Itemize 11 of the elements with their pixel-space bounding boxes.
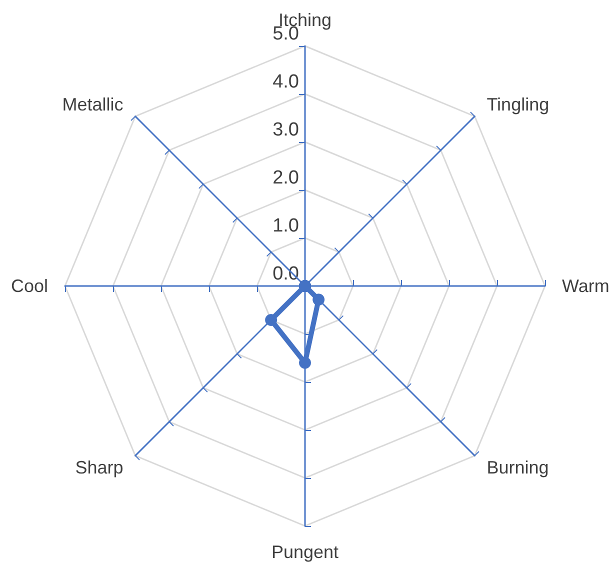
- spoke-label: Metallic: [62, 94, 124, 114]
- y-tick-label: 4.0: [272, 72, 299, 92]
- spoke-label: Sharp: [75, 458, 124, 478]
- y-tick-label: 1.0: [272, 216, 299, 236]
- y-tick-label: 2.0: [272, 168, 299, 188]
- y-tick-label: 3.0: [272, 120, 299, 140]
- spoke-label: Cool: [10, 276, 48, 296]
- spoke-label: Burning: [486, 458, 549, 478]
- spoke-label: Tingling: [486, 94, 550, 114]
- spoke-label: Warm: [562, 276, 610, 296]
- spoke-label: Pungent: [271, 542, 339, 562]
